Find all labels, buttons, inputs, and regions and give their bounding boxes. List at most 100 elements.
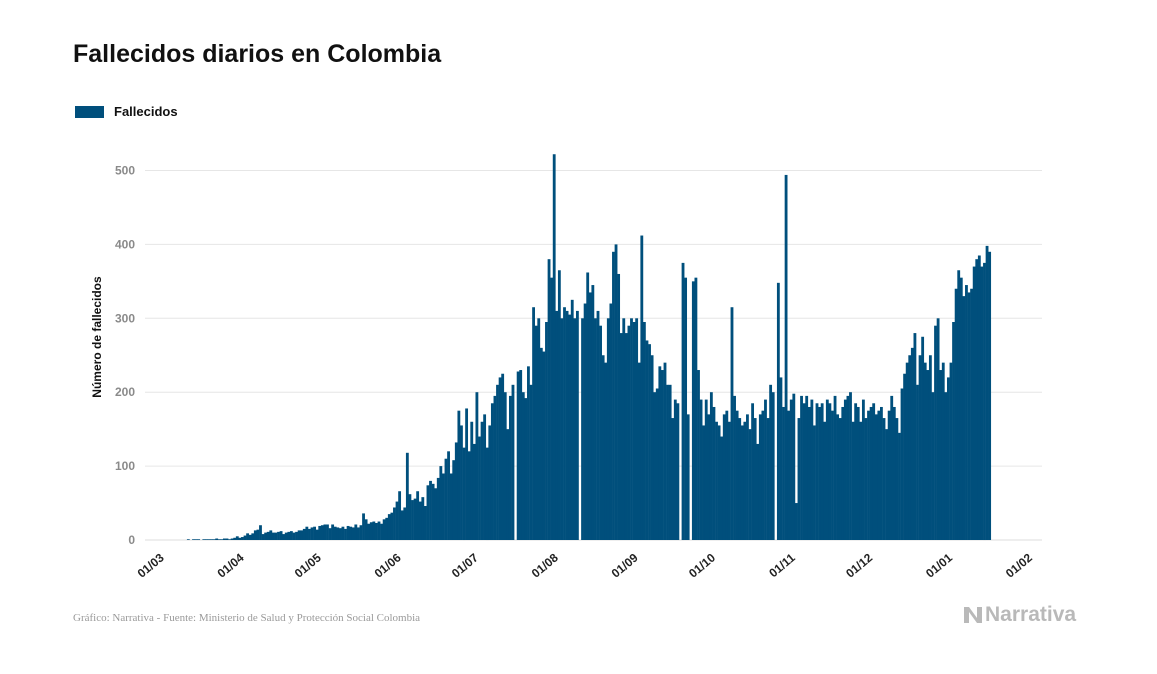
bar [519,370,523,540]
bar [480,421,484,540]
bar [405,452,409,540]
bar [614,244,618,540]
bar [447,451,450,540]
bar [408,494,412,540]
bar [568,314,572,540]
bar [941,362,945,540]
bar [825,399,829,540]
bar [841,406,845,540]
bar [545,322,548,540]
bar [802,403,806,540]
x-tick-label: 01/05 [292,550,324,580]
bar [400,510,404,540]
bar [197,539,201,540]
bar [831,410,834,540]
bar [496,384,499,540]
bar [898,432,901,540]
bar [712,406,716,540]
bar [472,443,476,540]
bar [735,410,739,540]
bar [238,537,242,540]
legend-swatch [75,105,104,118]
bar [885,429,888,540]
bar [426,485,430,540]
bar [766,418,770,540]
bar [349,526,353,540]
bar [872,403,876,540]
bar [880,406,883,540]
bar [524,398,528,540]
bar [601,355,605,540]
bar [854,403,858,540]
bar [411,500,414,540]
bar [928,355,932,540]
bar [449,473,453,540]
bar [733,395,736,540]
bar [977,255,981,541]
bar [663,362,667,540]
bar [722,414,726,540]
bar [794,503,798,540]
bar [946,377,950,540]
bar [905,362,909,540]
bar [934,325,937,540]
bar [503,392,507,540]
x-tick-label: 01/04 [215,550,247,580]
bar [926,370,930,540]
bar [691,281,695,540]
bar [715,421,718,540]
bar [849,392,852,540]
bar [838,418,842,540]
bar [738,418,742,540]
bar [511,384,515,540]
bar [529,384,533,540]
bar [771,392,775,540]
bar [653,392,657,540]
bar [462,447,466,541]
source-note: Gráfico: Narrativa - Fuente: Ministerio … [73,612,421,624]
bar [539,347,543,540]
bar [338,528,342,540]
bar [890,395,894,540]
bar [753,418,757,540]
bar [498,377,502,540]
bar [506,429,510,540]
bar [387,514,391,540]
bar [779,377,783,540]
bar [212,539,216,540]
bar [648,344,651,540]
bar [939,370,943,540]
bar [375,523,378,540]
y-axis-ticks: 0 100 200 300 400 500 [115,164,135,548]
bar [851,421,855,540]
bar [661,370,664,540]
bar [431,483,435,540]
bar [813,425,816,540]
bar [547,259,551,540]
bar [954,288,958,540]
bar [460,425,463,540]
x-tick-label: 01/06 [372,550,404,580]
bar [369,522,373,540]
logo-text: Narrativa [985,603,1077,626]
bar [277,531,280,540]
x-tick-label: 01/11 [766,550,798,580]
bar [235,536,239,540]
bar [962,296,966,540]
bar [676,403,680,540]
bar [640,235,644,540]
bar [442,473,445,540]
bar [557,270,561,540]
bar [748,429,752,540]
bar [727,421,731,540]
y-tick-label: 500 [115,164,135,178]
y-tick-label: 200 [115,385,135,399]
bar [217,539,221,540]
bar [241,537,244,540]
bar [970,288,974,540]
bar [457,410,461,540]
bar [606,318,610,540]
bar [619,333,623,540]
bar [289,531,293,540]
bar [686,414,690,540]
